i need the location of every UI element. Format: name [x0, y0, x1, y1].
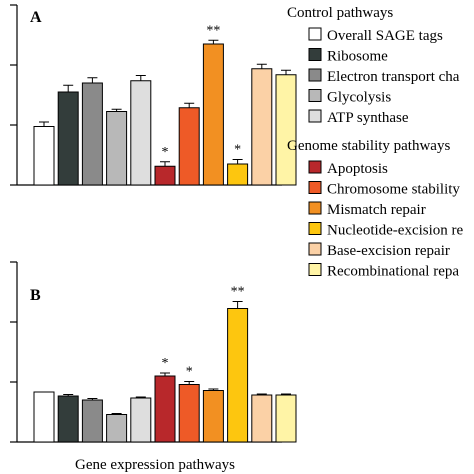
x-axis-label: Gene expression pathways	[75, 457, 235, 473]
legend-item-label: Overall SAGE tags	[327, 28, 443, 44]
legend-item-label: Nucleotide-excision re	[327, 223, 464, 239]
panel-a-significance-marker: **	[206, 23, 220, 38]
legend-swatch	[308, 160, 322, 174]
panel-b-bar	[106, 414, 128, 443]
legend-swatch	[308, 27, 322, 41]
legend-item-label: Mismatch repair	[327, 202, 426, 218]
panel-a-bar	[81, 82, 103, 186]
legend-item-label: Recombinational repa	[327, 264, 459, 280]
panel-a-label: A	[30, 9, 42, 26]
legend-items: Overall SAGE tags Ribosome Electron transp…	[308, 27, 464, 280]
legend-item-label: Chromosome stability	[327, 182, 460, 198]
panel-a-bar	[227, 163, 249, 186]
panel-b-bar	[251, 394, 273, 443]
panel-b-bar	[57, 395, 79, 443]
panel-b-bar	[227, 308, 249, 443]
panel-b-bar	[154, 375, 176, 443]
panel-a-chart: A ****	[10, 4, 297, 186]
legend-swatch	[308, 222, 322, 235]
legend-stability-title: Genome stability pathways	[287, 138, 450, 154]
legend-swatch	[308, 242, 322, 256]
legend-control-title: Control pathways	[287, 5, 393, 21]
panel-b-bar	[178, 384, 200, 443]
panel-b-label: B	[30, 287, 41, 304]
panel-a-bar	[251, 68, 273, 186]
legend-item-label: ATP synthase	[327, 110, 409, 126]
legend-swatch	[308, 48, 322, 61]
panel-a-bar	[275, 74, 297, 186]
legend: Control pathways Genome stability pathwa…	[287, 5, 464, 280]
panel-b-significance-marker: *	[162, 356, 169, 371]
panel-a-significance-marker: *	[234, 143, 241, 158]
legend-item-label: Apoptosis	[327, 161, 388, 177]
panel-b-chart: B ****	[10, 261, 297, 443]
legend-item-label: Ribosome	[327, 49, 388, 65]
panel-b-bar	[81, 399, 103, 443]
panel-a-bar	[130, 80, 152, 186]
panel-b-bars: ****	[10, 261, 297, 443]
panel-a-bar	[57, 91, 79, 186]
legend-swatch	[308, 109, 322, 123]
panel-a-bars: ****	[10, 4, 297, 186]
legend-swatch	[308, 201, 322, 215]
panel-b-bar	[275, 394, 297, 443]
panel-a-bar	[106, 111, 128, 186]
legend-item-label: Glycolysis	[327, 90, 391, 106]
panel-a-bar	[178, 107, 200, 186]
panel-b-bar	[202, 390, 224, 443]
legend-swatch	[308, 181, 322, 194]
panel-b-bar	[33, 391, 55, 443]
legend-swatch	[308, 263, 322, 276]
panel-b-significance-marker: *	[186, 365, 193, 380]
panel-b-bar	[130, 397, 152, 443]
legend-swatch	[308, 89, 322, 102]
legend-swatch	[308, 68, 322, 82]
panel-b-significance-marker: **	[231, 285, 245, 300]
legend-item-label: Base-excision repair	[327, 243, 450, 259]
legend-item-label: Electron transport cha	[327, 69, 460, 85]
panel-a-bar	[202, 43, 224, 186]
panel-a-bar	[33, 126, 55, 186]
panel-a-bar	[154, 165, 176, 186]
panel-a-significance-marker: *	[162, 145, 169, 160]
